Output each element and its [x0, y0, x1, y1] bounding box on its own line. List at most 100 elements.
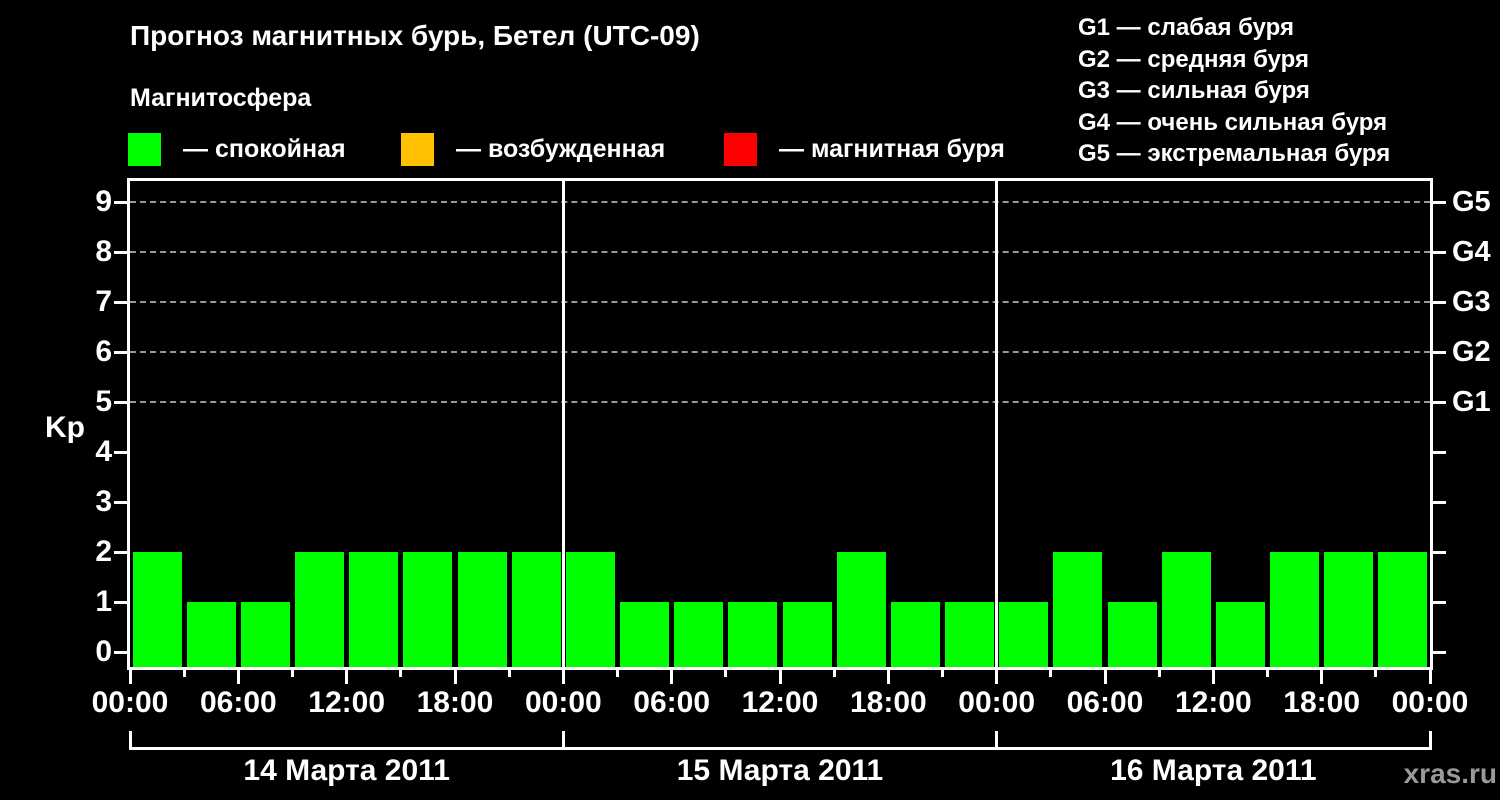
kp-bar: [674, 602, 724, 667]
x-tick-major: [886, 670, 890, 684]
x-tick-minor: [1374, 670, 1378, 677]
x-tick-major: [1103, 670, 1107, 684]
kp-bar: [620, 602, 670, 667]
y-tick-left: [114, 600, 128, 604]
x-tick-label: 12:00: [741, 686, 819, 719]
kp-bar: [132, 552, 182, 667]
grid-line-kp7: [130, 301, 1430, 303]
x-tick-label: 06:00: [1066, 686, 1144, 719]
y-tick-label: 4: [95, 435, 112, 468]
legend-item-label: — возбужденная: [456, 134, 666, 163]
kp-bar: [240, 602, 290, 667]
y-tick-right: [1432, 200, 1446, 204]
storm-scale-line-g4: G4 — очень сильная буря: [1078, 108, 1388, 136]
y-tick-label: 8: [95, 235, 112, 268]
excited-swatch-icon: [401, 132, 434, 166]
g-scale-axis-label: G2: [1452, 336, 1491, 368]
kp-bar: [1324, 552, 1374, 667]
x-tick-label: 12:00: [308, 686, 386, 719]
page-title: Прогноз магнитных бурь, Бетел (UTC-09): [130, 20, 700, 51]
y-tick-right: [1432, 550, 1446, 554]
date-label: 16 Марта 2011: [1110, 754, 1317, 787]
kp-bar: [1161, 552, 1211, 667]
x-tick-label: 18:00: [416, 686, 494, 719]
y-tick-right: [1432, 600, 1446, 604]
x-tick-minor: [182, 670, 186, 677]
x-tick-major: [236, 670, 240, 684]
watermark: xras.ru: [1403, 758, 1497, 789]
x-tick-major: [1428, 670, 1432, 684]
x-tick-minor: [724, 670, 728, 677]
x-tick-label: 18:00: [849, 686, 927, 719]
grid-line-kp6: [130, 351, 1430, 353]
y-tick-left: [114, 500, 128, 504]
x-tick-label: 18:00: [1283, 686, 1361, 719]
date-bracket-tick: [995, 731, 999, 750]
y-tick-label: 7: [95, 285, 112, 318]
y-tick-right: [1432, 250, 1446, 254]
grid-line-kp5: [130, 401, 1430, 403]
x-tick-label: 12:00: [1174, 686, 1252, 719]
kp-bar: [349, 552, 399, 667]
g-scale-axis-label: G5: [1452, 186, 1491, 218]
y-tick-left: [114, 250, 128, 254]
x-tick-minor: [291, 670, 294, 677]
x-tick-label: 00:00: [1391, 686, 1469, 719]
kp-bar: [1378, 552, 1428, 667]
y-tick-right: [1432, 650, 1446, 654]
y-tick-right: [1432, 350, 1446, 354]
x-tick-major: [995, 670, 999, 684]
x-tick-label: 06:00: [633, 686, 711, 719]
kp-bar: [890, 602, 940, 667]
y-tick-label: 3: [95, 485, 112, 518]
date-bracket-tick: [1428, 731, 1432, 750]
x-tick-minor: [1049, 670, 1053, 677]
legend-item-label: — магнитная буря: [779, 134, 1005, 163]
x-tick-label: 06:00: [199, 686, 277, 719]
kp-bar: [565, 552, 615, 667]
date-label: 14 Марта 2011: [243, 754, 450, 787]
kp-bar: [836, 552, 886, 667]
x-tick-label: 00:00: [958, 686, 1036, 719]
y-tick-label: 1: [95, 585, 112, 618]
kp-bar: [403, 552, 453, 667]
date-label: 15 Марта 2011: [676, 754, 884, 787]
legend-item-quiet: — спокойная: [128, 131, 346, 167]
day-divider: [995, 181, 999, 667]
kp-bar: [1107, 602, 1157, 667]
legend-item-storm: — магнитная буря: [724, 131, 1005, 167]
x-tick-minor: [941, 670, 944, 677]
y-tick-label: 0: [95, 635, 112, 668]
kp-bar: [728, 602, 778, 667]
kp-bar: [999, 602, 1049, 667]
x-tick-major: [453, 670, 457, 684]
y-axis-title: Kp: [45, 411, 85, 444]
y-tick-right: [1432, 500, 1446, 504]
quiet-swatch-icon: [128, 132, 161, 166]
kp-bar: [295, 552, 345, 667]
y-tick-label: 9: [95, 185, 112, 218]
date-bracket-tick: [561, 731, 565, 750]
x-tick-major: [1211, 670, 1215, 684]
y-tick-left: [114, 300, 128, 304]
kp-bar: [457, 552, 507, 667]
kp-bar: [1270, 552, 1320, 667]
y-tick-right: [1432, 300, 1446, 304]
grid-line-kp8: [130, 251, 1430, 253]
x-tick-major: [345, 670, 349, 684]
y-tick-left: [114, 350, 128, 354]
y-tick-left: [114, 650, 128, 654]
x-tick-minor: [1157, 670, 1161, 677]
legend-item-label: — спокойная: [183, 134, 346, 163]
y-tick-right: [1432, 400, 1446, 404]
x-tick-major: [670, 670, 674, 684]
x-tick-minor: [1266, 670, 1269, 677]
x-tick-major: [1320, 670, 1324, 684]
x-tick-label: 00:00: [91, 686, 169, 719]
x-tick-label: 00:00: [524, 686, 602, 719]
storm-scale-line-g2: G2 — средняя буря: [1078, 45, 1309, 73]
storm-scale-line-g3: G3 — сильная буря: [1078, 77, 1310, 104]
storm-swatch-icon: [724, 132, 757, 166]
y-tick-left: [114, 400, 128, 404]
